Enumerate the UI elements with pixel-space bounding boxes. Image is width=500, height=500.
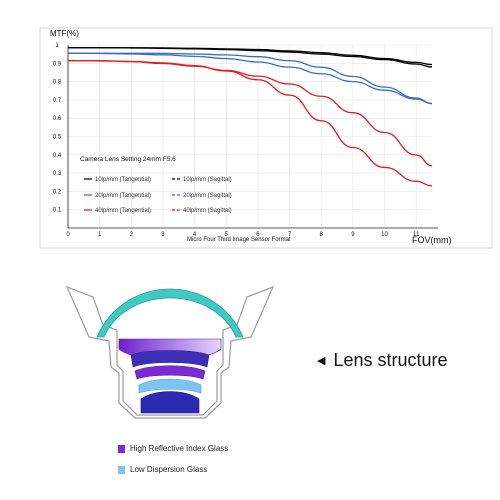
series-line-3 xyxy=(67,52,433,105)
low-dispersion-element xyxy=(138,378,202,394)
light-blue-square-icon xyxy=(118,465,125,474)
x-tick-label: 3 xyxy=(161,232,165,238)
y-tick-label: 1 xyxy=(55,43,59,49)
legend-low-dispersion: Low Dispersion Glass xyxy=(118,462,228,477)
x-tick-label: 9 xyxy=(351,232,355,238)
left-triangle-icon: ◀ xyxy=(317,355,326,367)
y-tick-label: 0.3 xyxy=(53,171,62,177)
series-lines xyxy=(67,47,433,187)
x-tick-label: 10 xyxy=(381,232,388,238)
x-tick-label: 11 xyxy=(413,232,420,238)
y-tick-label: 0.1 xyxy=(53,208,62,214)
rear-lens-element xyxy=(140,391,200,414)
x-tick-label: 1 xyxy=(98,232,102,238)
series-line-6 xyxy=(67,59,433,187)
series-line-4 xyxy=(68,52,433,105)
x-tick-label: 0 xyxy=(66,232,70,238)
lens-structure-label: ◀ Lens structure xyxy=(317,350,448,371)
series-line-1 xyxy=(67,47,433,68)
legend-high-reflective-label: High Reflective Index Glass xyxy=(130,444,229,453)
high-reflective-element-2 xyxy=(130,350,210,368)
purple-square-icon xyxy=(118,444,125,453)
lens-structure-diagram xyxy=(65,285,275,419)
legend-entry-label: 40lp/mm (Sagittal) xyxy=(183,208,232,214)
high-reflective-element-3 xyxy=(134,365,206,380)
legend-entry-label: 10lp/mm (Sagittal) xyxy=(183,177,232,183)
chart-legend: 10lp/mm (Tangential) 10lp/mm (Sagittal) 20… xyxy=(84,177,232,214)
y-tick-label: 0.6 xyxy=(53,116,62,122)
y-tick-label: 0.8 xyxy=(53,80,62,86)
y-tick-labels: 0.1 0.2 0.3 0.4 0.5 0.6 0.7 0.8 0.9 1 xyxy=(53,43,62,214)
grid-lines xyxy=(67,44,432,228)
y-tick-label: 0.7 xyxy=(53,98,62,104)
legend-low-dispersion-label: Low Dispersion Glass xyxy=(130,465,208,474)
legend-entry-label: 40lp/mm (Tangential) xyxy=(95,208,151,214)
x-tick-label: 5 xyxy=(225,232,229,238)
chart-frame xyxy=(39,27,493,249)
y-tick-label: 0.9 xyxy=(53,61,62,67)
series-line-2 xyxy=(67,47,433,66)
x-tick-label: 6 xyxy=(256,232,260,238)
front-lens-element xyxy=(96,288,244,338)
y-tick-label: 0.4 xyxy=(53,153,62,159)
axes xyxy=(39,27,493,249)
chart-title: Camera Lens Setting 24mm F5.6 xyxy=(80,156,176,163)
x-tick-label: 4 xyxy=(193,232,197,238)
x-tick-label: 2 xyxy=(130,232,134,238)
glass-legend: High Reflective Index Glass Low Dispersi… xyxy=(118,441,228,483)
x-tick-label: 8 xyxy=(320,232,324,238)
lens-barrel-outline xyxy=(65,285,275,419)
x-axis-label: FOV(mm) xyxy=(412,235,452,245)
y-tick-label: 0.5 xyxy=(53,135,62,141)
series-line-5 xyxy=(67,59,433,167)
x-axis-caption: Micro Four Third Image Sensor Format xyxy=(187,237,291,243)
legend-entry-label: 10lp/mm (Tangential) xyxy=(95,177,151,183)
lens-structure-text: Lens structure xyxy=(333,350,448,370)
x-tick-labels: 0 1 2 3 4 5 6 7 8 9 10 11 xyxy=(66,232,420,238)
y-axis-label: MTF(%) xyxy=(50,29,79,38)
mtf-chart: 0.1 0.2 0.3 0.4 0.5 0.6 0.7 0.8 0.9 1 0 1 2 3 4 5 6 7 8 9 1… xyxy=(39,27,493,249)
x-tick-label: 7 xyxy=(288,232,292,238)
legend-entry-label: 20lp/mm (Tangential) xyxy=(95,193,151,199)
legend-entry-label: 20lp/mm (Sagittal) xyxy=(183,193,232,199)
legend-high-reflective: High Reflective Index Glass xyxy=(118,441,228,456)
y-tick-label: 0.2 xyxy=(53,189,62,195)
